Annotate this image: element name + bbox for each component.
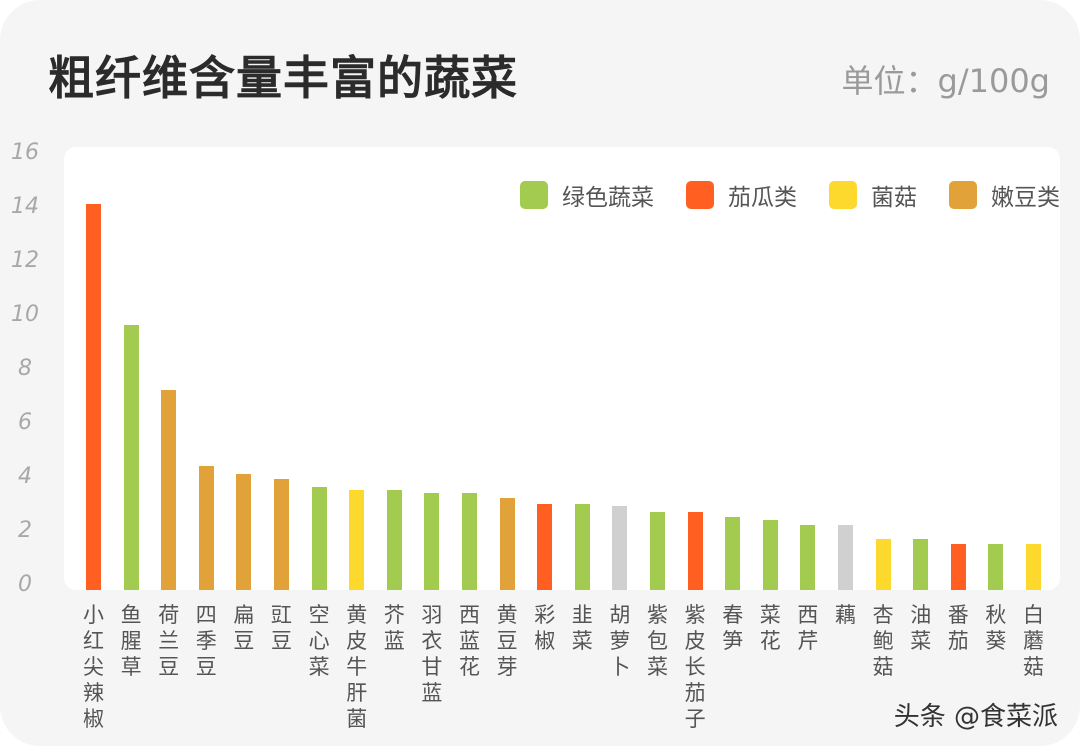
legend-item: 嫩豆类 (949, 178, 1060, 212)
legend-label: 嫩豆类 (991, 185, 1060, 211)
x-tick-label: 黄豆芽 (496, 603, 518, 679)
bar (1026, 544, 1041, 590)
bar (349, 490, 365, 590)
bar (725, 517, 741, 590)
x-tick-label: 扁豆 (233, 603, 255, 653)
x-tick-label: 白蘑菇 (1023, 603, 1044, 679)
y-tick-label: 4 (18, 464, 32, 489)
legend-label: 菌菇 (871, 185, 917, 211)
y-tick-label: 2 (18, 518, 32, 543)
x-tick-label: 秋葵 (985, 603, 1007, 653)
bar (386, 490, 402, 590)
x-tick-label: 芥蓝 (383, 603, 405, 653)
legend: 绿色蔬菜 茄瓜类 菌菇 嫩豆类 (520, 178, 1060, 212)
legend-item: 茄瓜类 (686, 178, 797, 212)
legend-label: 茄瓜类 (728, 185, 797, 211)
x-tick-label: 空心菜 (308, 603, 330, 679)
bar (236, 473, 252, 590)
bar (274, 479, 289, 590)
bar (161, 390, 177, 590)
bar (800, 525, 816, 590)
bar (838, 525, 853, 590)
legend-item: 菌菇 (829, 178, 917, 212)
bar (650, 511, 665, 590)
x-tick-label: 小红尖辣椒 (83, 603, 104, 731)
y-tick-label: 16 (11, 140, 39, 165)
bar (311, 487, 327, 590)
y-tick-label: 8 (18, 356, 32, 381)
x-tick-label: 紫包菜 (647, 603, 668, 679)
x-tick-label: 藕 (835, 603, 856, 627)
x-tick-label: 油菜 (910, 603, 932, 653)
bar (687, 511, 703, 590)
y-tick-label: 12 (11, 248, 39, 273)
legend-swatch-icon (520, 181, 548, 209)
bar (913, 538, 929, 590)
chart-title: 粗纤维含量丰富的蔬菜 (48, 51, 518, 105)
bar (537, 503, 553, 590)
x-tick-label: 春笋 (722, 603, 744, 653)
x-tick-label: 菜花 (759, 603, 781, 653)
x-tick-label: 番茄 (947, 603, 969, 653)
bar (198, 465, 214, 590)
legend-item: 绿色蔬菜 (520, 178, 654, 212)
x-tick-label: 彩椒 (534, 603, 556, 653)
bar (612, 506, 628, 590)
x-tick-label: 黄皮牛肝菌 (346, 603, 368, 731)
bar (499, 498, 515, 590)
x-tick-label: 西芹 (797, 603, 819, 653)
x-tick-label: 紫皮长茄子 (684, 603, 706, 731)
bar (875, 538, 891, 590)
bar (424, 492, 440, 590)
legend-swatch-icon (686, 181, 714, 209)
unit-label: 单位：g/100g (841, 62, 1051, 100)
x-tick-label: 豇豆 (271, 603, 292, 653)
y-tick-label: 0 (18, 572, 32, 597)
x-tick-label: 韭菜 (571, 603, 593, 653)
legend-swatch-icon (949, 181, 977, 209)
y-tick-label: 6 (18, 410, 32, 435)
y-tick-label: 10 (11, 302, 39, 327)
x-tick-label: 鱼腥草 (120, 603, 142, 679)
x-tick-label: 杏鲍菇 (872, 603, 894, 679)
legend-label: 绿色蔬菜 (562, 185, 654, 211)
bar (988, 544, 1004, 590)
x-tick-label: 胡萝卜 (609, 603, 631, 679)
x-tick-label: 四季豆 (195, 603, 217, 679)
x-tick-label: 羽衣甘蓝 (421, 603, 443, 705)
bar (762, 519, 778, 590)
bar (462, 492, 477, 590)
bar (574, 503, 590, 590)
x-tick-label: 荷兰豆 (158, 603, 180, 679)
x-tick-label: 西蓝花 (459, 603, 480, 679)
y-tick-label: 14 (11, 194, 39, 219)
bar (950, 544, 966, 590)
plot-area (64, 147, 1060, 590)
watermark: 头条 @食菜派 (893, 702, 1058, 732)
bar (123, 325, 139, 590)
bar (86, 203, 101, 590)
legend-swatch-icon (829, 181, 857, 209)
